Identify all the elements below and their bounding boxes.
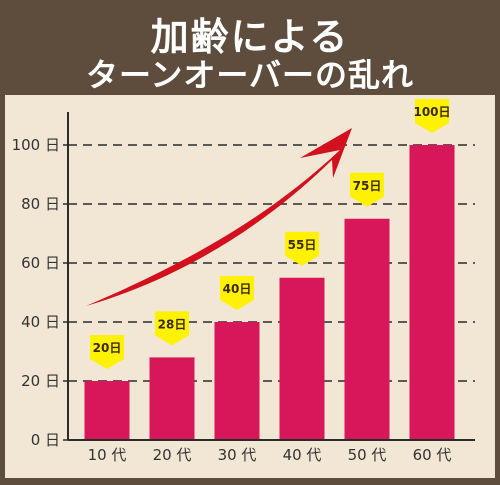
trend-arrow-icon [86, 128, 352, 306]
bar [279, 277, 325, 440]
y-tick-label: 20 日 [21, 372, 60, 390]
y-tick-labels: 0 日 20 日 40 日 60 日 80 日 100 日 [12, 136, 60, 449]
value-tag [415, 99, 449, 133]
y-tick-label: 0 日 [31, 431, 60, 449]
bar [149, 357, 195, 440]
bar [344, 218, 390, 440]
y-tick-label: 60 日 [21, 254, 60, 272]
x-tick-label: 10 代 [88, 446, 127, 464]
x-tick-label: 60 代 [413, 446, 452, 464]
value-tag [155, 311, 189, 346]
y-tick-label: 80 日 [21, 195, 60, 213]
value-label: 20日 [93, 341, 122, 355]
y-tick-label: 100 日 [12, 136, 60, 154]
bar [409, 145, 455, 440]
value-label: 55日 [288, 238, 317, 252]
y-tick-label: 40 日 [21, 313, 60, 331]
value-label: 100日 [413, 105, 450, 119]
value-labels: 20日 28日 40日 55日 75日 100日 [90, 99, 451, 369]
value-label: 40日 [223, 282, 252, 296]
value-tag [285, 231, 319, 266]
chart-title-line1: 加齢による [150, 15, 350, 59]
bars [84, 145, 455, 440]
grid-lines [63, 144, 475, 441]
x-tick-label: 50 代 [348, 446, 387, 464]
arrow-shape [86, 128, 352, 306]
x-tick-label: 20 代 [153, 446, 192, 464]
bar [214, 322, 260, 440]
value-label: 75日 [353, 179, 382, 193]
axes [67, 112, 475, 441]
x-tick-label: 30 代 [218, 446, 257, 464]
value-tag [90, 335, 124, 369]
chart-title-line2: ターンオーバーの乱れ [85, 56, 415, 94]
value-label: 28日 [158, 317, 187, 331]
value-tag [220, 276, 254, 310]
value-tag [350, 172, 384, 207]
x-tick-labels: 10 代 20 代 30 代 40 代 50 代 60 代 [88, 446, 452, 464]
x-tick-label: 40 代 [283, 446, 322, 464]
bar [84, 381, 130, 440]
